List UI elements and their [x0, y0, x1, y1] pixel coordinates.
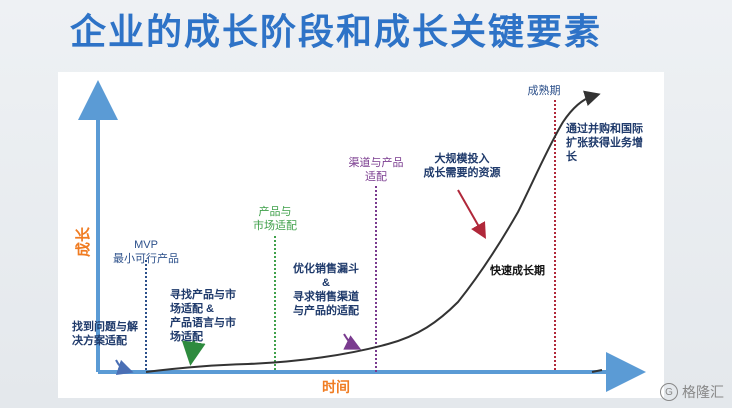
- svg-text:优化销售漏斗: 优化销售漏斗: [293, 261, 359, 275]
- svg-text:通过并购和国际: 通过并购和国际: [566, 121, 643, 135]
- channel-label-line1: 渠道与产品: [349, 155, 404, 169]
- svg-text:&: &: [322, 277, 330, 289]
- svg-text:寻找产品与市: 寻找产品与市: [170, 287, 236, 301]
- svg-text:成长需要的资源: 成长需要的资源: [424, 165, 501, 179]
- x-axis-label: 时间: [322, 379, 350, 395]
- svg-text:扩张获得业务增: 扩张获得业务增: [566, 135, 643, 149]
- rapid-growth-label: 快速成长期: [489, 263, 545, 277]
- problem-fit-annotation: 找到问题与解 决方案适配: [72, 319, 138, 347]
- growth-curve: [145, 90, 601, 373]
- find-fit-arrow: [181, 339, 206, 366]
- svg-text:寻求销售渠道: 寻求销售渠道: [293, 289, 359, 303]
- watermark-text: 格隆汇: [682, 384, 724, 400]
- channel-label-line2: 适配: [365, 170, 387, 183]
- svg-text:场适配 &: 场适配 &: [170, 301, 214, 315]
- y-axis-label: 成长: [74, 226, 92, 257]
- expand-annotation: 通过并购和国际 扩张获得业务增 长: [566, 121, 643, 163]
- svg-text:大规模投入: 大规模投入: [435, 151, 490, 165]
- svg-text:决方案适配: 决方案适配: [72, 333, 127, 347]
- mature-label: 成熟期: [528, 83, 561, 97]
- growth-diagram: 成长 时间 MVP 最小可行产品 产品与 市场适配 渠道与产品 适配 成熟期 找…: [72, 80, 646, 395]
- scale-arrow: [457, 189, 486, 239]
- diagram-canvas: 成长 时间 MVP 最小可行产品 产品与 市场适配 渠道与产品 适配 成熟期 找…: [58, 72, 664, 398]
- svg-text:产品语言与市: 产品语言与市: [170, 315, 236, 329]
- watermark: G 格隆汇: [660, 382, 724, 402]
- scale-annotation: 大规模投入 成长需要的资源: [424, 151, 501, 179]
- svg-text:长: 长: [566, 149, 578, 163]
- optimize-arrow: [343, 333, 362, 350]
- pmf-label-line2: 市场适配: [253, 218, 297, 232]
- problem-fit-arrow: [115, 359, 134, 376]
- slide-title: 企业的成长阶段和成长关键要素: [70, 11, 603, 52]
- tail-arrow: [591, 369, 603, 373]
- svg-text:场适配: 场适配: [170, 329, 203, 343]
- mvp-label-line2: 最小可行产品: [113, 251, 179, 265]
- svg-text:与产品的适配: 与产品的适配: [293, 303, 359, 317]
- mvp-label-line1: MVP: [134, 239, 158, 251]
- watermark-logo-icon: G: [660, 383, 678, 401]
- find-fit-annotation: 寻找产品与市 场适配 & 产品语言与市 场适配: [170, 287, 236, 343]
- pmf-label-line1: 产品与: [259, 204, 292, 218]
- optimize-annotation: 优化销售漏斗 & 寻求销售渠道 与产品的适配: [293, 261, 359, 317]
- svg-text:找到问题与解: 找到问题与解: [72, 319, 138, 333]
